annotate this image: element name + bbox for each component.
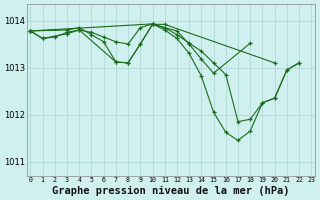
X-axis label: Graphe pression niveau de la mer (hPa): Graphe pression niveau de la mer (hPa) [52, 186, 290, 196]
